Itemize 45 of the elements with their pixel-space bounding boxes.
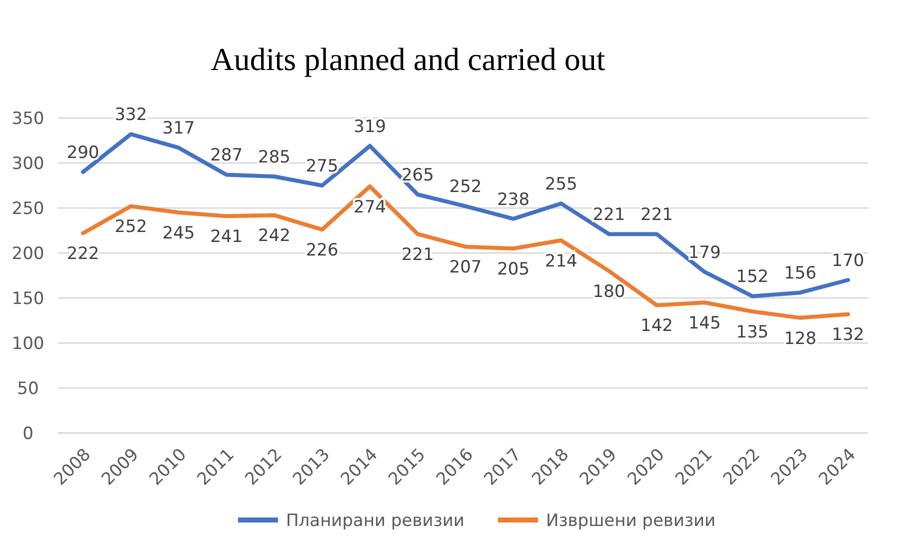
data-label: 205 xyxy=(497,260,530,280)
data-label: 156 xyxy=(784,264,816,284)
data-label: 170 xyxy=(832,251,864,271)
data-label: 275 xyxy=(306,156,338,176)
data-label: 145 xyxy=(688,314,721,334)
y-tick-label: 0 xyxy=(22,424,34,444)
data-label: 180 xyxy=(592,282,626,302)
data-label: 332 xyxy=(114,105,148,126)
data-label: 226 xyxy=(306,240,338,261)
data-label: 319 xyxy=(354,116,386,137)
data-label: 207 xyxy=(449,258,482,278)
data-label: 252 xyxy=(114,217,148,238)
chart-title: Audits planned and carried out xyxy=(210,41,606,77)
y-tick-label: 200 xyxy=(12,244,44,264)
data-label: 245 xyxy=(162,224,195,244)
data-label: 255 xyxy=(544,174,578,194)
data-label: 221 xyxy=(640,205,673,226)
data-label: 317 xyxy=(162,118,195,139)
y-tick-label: 150 xyxy=(12,288,44,309)
data-label: 179 xyxy=(688,242,721,263)
legend-label: Планирани ревизии xyxy=(286,511,464,531)
data-label: 290 xyxy=(66,143,100,163)
data-label: 221 xyxy=(401,245,434,266)
data-label: 285 xyxy=(258,148,290,168)
data-label: 265 xyxy=(401,166,434,186)
y-tick-label: 350 xyxy=(12,108,44,129)
y-tick-label: 100 xyxy=(12,334,44,354)
data-label: 142 xyxy=(640,316,673,336)
data-label: 221 xyxy=(592,205,626,226)
data-label: 214 xyxy=(544,251,578,272)
data-label: 222 xyxy=(66,244,100,264)
y-tick-label: 300 xyxy=(12,154,44,174)
data-label: 241 xyxy=(210,227,243,248)
data-label: 287 xyxy=(210,146,243,166)
data-label: 242 xyxy=(258,226,290,246)
data-label: 274 xyxy=(354,197,386,218)
data-label: 238 xyxy=(497,190,530,210)
data-label: 252 xyxy=(449,177,482,198)
data-label: 132 xyxy=(832,325,864,346)
data-label: 128 xyxy=(784,328,816,349)
legend-label: Извршени ревизии xyxy=(546,511,716,531)
data-label: 152 xyxy=(736,267,769,288)
y-tick-label: 250 xyxy=(12,198,44,219)
y-tick-label: 50 xyxy=(17,378,39,399)
data-label: 135 xyxy=(736,322,769,342)
